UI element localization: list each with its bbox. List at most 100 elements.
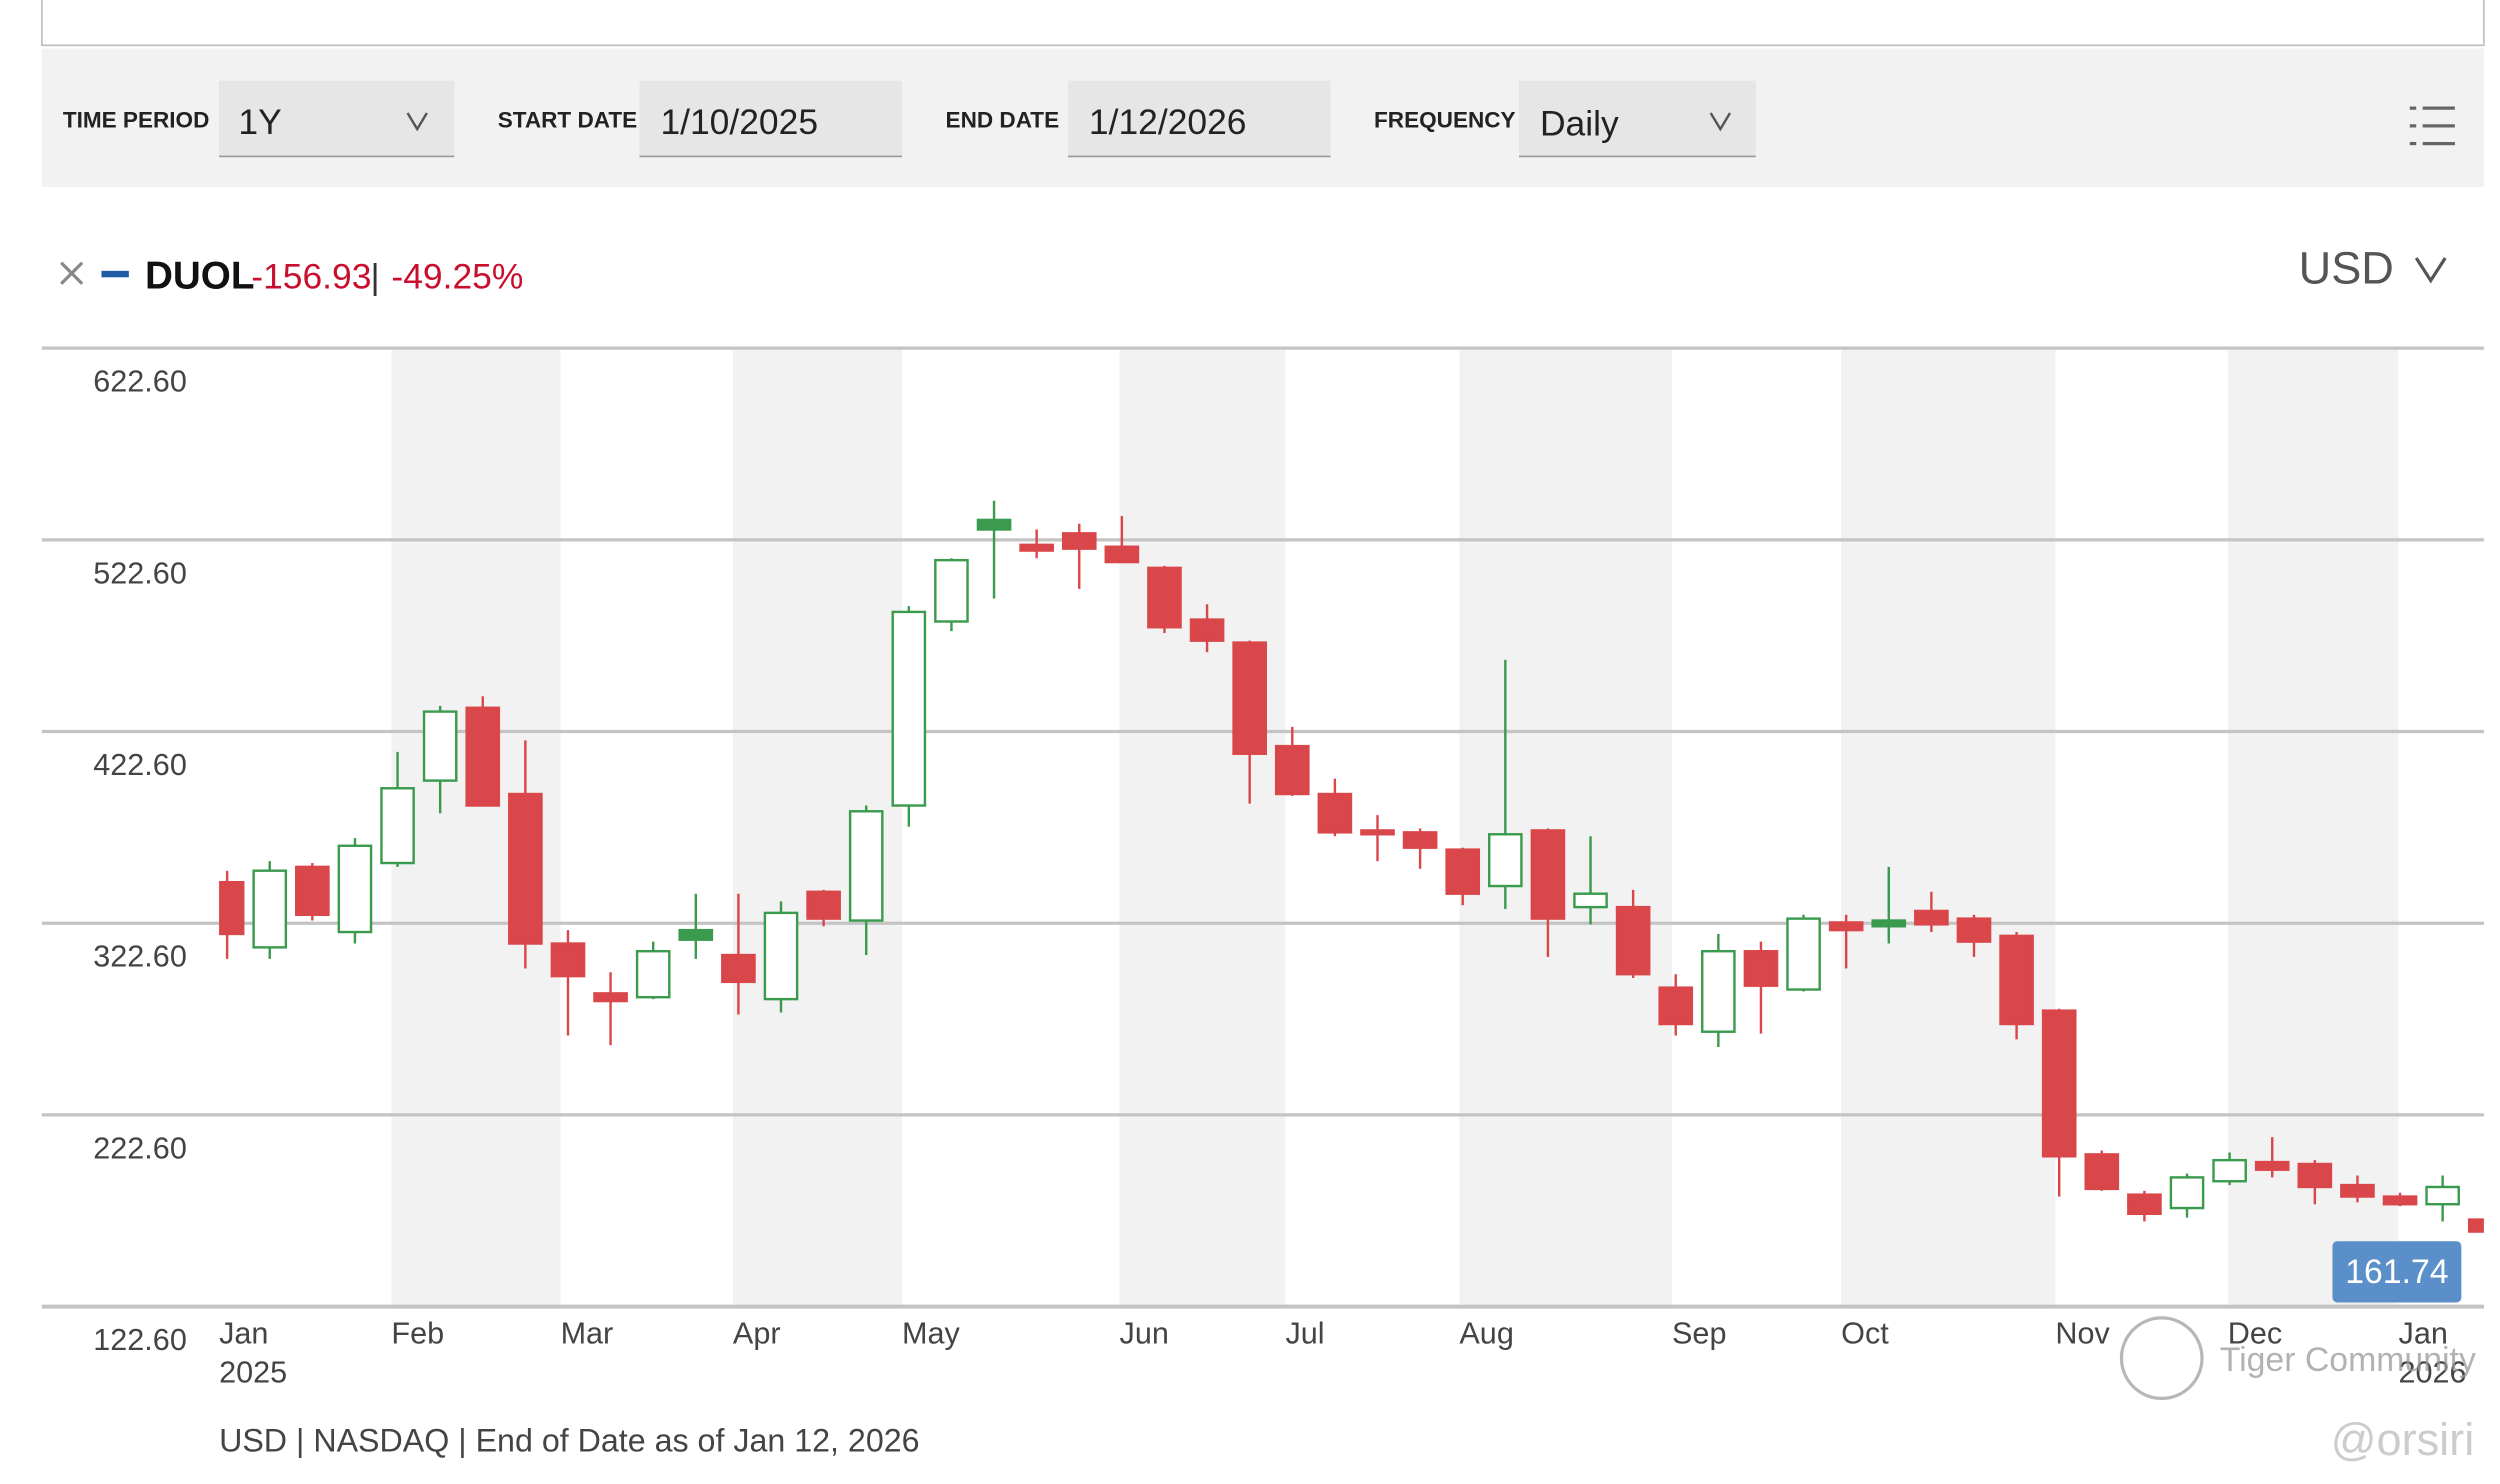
candle-body xyxy=(1999,934,2034,1026)
candle-body xyxy=(1232,641,1267,755)
end-date-label: END DATE xyxy=(946,107,1060,132)
candle-body xyxy=(252,869,288,949)
time-period-select[interactable] xyxy=(219,80,455,157)
x-tick-label: Jul xyxy=(1285,1317,1324,1351)
candle-body xyxy=(2212,1158,2247,1183)
candle-body xyxy=(2041,1009,2077,1158)
candle-body xyxy=(1956,917,1992,943)
start-date-label: START DATE xyxy=(498,107,637,132)
candle-body xyxy=(763,911,799,1001)
last-price-tag xyxy=(2332,1241,2462,1303)
x-year-label: 2025 xyxy=(219,1355,287,1389)
end-date-value: 1/12/2026 xyxy=(1089,102,1247,142)
candle-body xyxy=(2340,1183,2375,1198)
candle-body xyxy=(806,890,841,920)
y-tick-label: 422.60 xyxy=(93,748,187,782)
candle-body xyxy=(1828,921,1864,932)
last-price-label: 161.74 xyxy=(2345,1253,2448,1291)
close-icon[interactable] xyxy=(60,261,84,285)
change-pct: -49.25% xyxy=(391,257,523,297)
candle-body xyxy=(1402,831,1438,849)
candle-body xyxy=(848,810,884,922)
candle-body xyxy=(2254,1160,2290,1171)
candle-body xyxy=(1019,543,1054,552)
candle-body xyxy=(295,865,330,916)
month-bands xyxy=(391,348,2399,1307)
candle-body xyxy=(465,706,501,807)
y-tick-label: 522.60 xyxy=(93,556,187,590)
chevron xyxy=(406,112,428,132)
currency[interactable]: USD xyxy=(2299,243,2394,294)
footer: USD | NASDAQ | End of Date as of Jan 12,… xyxy=(219,1423,920,1459)
x-tick-label: Sep xyxy=(1672,1317,1726,1351)
candle-body xyxy=(422,710,458,782)
candle-body xyxy=(1743,949,1779,987)
candle-body xyxy=(635,949,671,999)
x-tick-label: Mar xyxy=(561,1317,614,1351)
candle-body xyxy=(2467,1218,2484,1233)
candle-body xyxy=(1701,949,1736,1033)
candle-body xyxy=(508,792,543,945)
top-frame xyxy=(41,0,2485,47)
end-date-input[interactable] xyxy=(1067,80,1331,157)
time-period-value: 1Y xyxy=(238,102,281,142)
candle-body xyxy=(1658,986,1694,1026)
month-band xyxy=(2227,348,2399,1307)
candle-body xyxy=(678,928,714,941)
axis-labels: 122.60 222.60 322.60 422.60 522.60 622.60 Jan 2… xyxy=(93,365,2466,1390)
candle-body xyxy=(1573,892,1608,909)
start-date-input[interactable] xyxy=(639,80,903,157)
candle-body xyxy=(891,610,927,807)
candle-body xyxy=(1871,919,1907,928)
menu-icon[interactable] xyxy=(2409,106,2455,146)
frequency-value: Daily xyxy=(1540,104,1619,144)
chevron xyxy=(2414,257,2447,284)
candle-body xyxy=(1445,848,1481,895)
candles xyxy=(219,500,2484,1233)
candle-body xyxy=(550,942,586,978)
candle-body xyxy=(1274,744,1310,796)
separator: | xyxy=(370,257,379,297)
x-tick-label: Jun xyxy=(1120,1317,1169,1351)
candle-body xyxy=(1786,917,1821,991)
x-tick-label: Nov xyxy=(2055,1317,2110,1351)
candle-body xyxy=(2127,1193,2162,1216)
candle-body xyxy=(2297,1162,2333,1189)
watermark-user: @orsiri xyxy=(2331,1414,2474,1465)
watermark-brand: Tiger Community xyxy=(2220,1341,2476,1379)
x-tick-label: Dec xyxy=(2228,1317,2282,1351)
start-date-value: 1/10/2025 xyxy=(660,102,818,142)
x-tick-label: Feb xyxy=(391,1317,444,1351)
candle-body xyxy=(934,558,969,623)
series-swatch xyxy=(101,270,129,278)
x-tick-label: Oct xyxy=(1841,1317,1889,1351)
candle-body xyxy=(976,518,1012,531)
watermark-logo xyxy=(2119,1316,2204,1401)
x-tick-label: Apr xyxy=(733,1317,781,1351)
grid xyxy=(41,346,2484,1309)
candle-body xyxy=(1317,792,1353,834)
ticker: DUOL xyxy=(145,255,254,298)
candle-body xyxy=(2382,1195,2418,1206)
x-tick-label: Jan xyxy=(219,1317,268,1351)
x-tick-label: May xyxy=(902,1317,960,1351)
y-tick-label: 122.60 xyxy=(93,1323,187,1357)
candle-body xyxy=(2425,1185,2460,1206)
x-year-label: 2026 xyxy=(2399,1355,2467,1389)
change: -156.93 xyxy=(251,257,371,297)
time-period-label: TIME PERIOD xyxy=(63,107,210,132)
x-tick-label: Jan xyxy=(2399,1317,2448,1351)
candle-body xyxy=(1360,829,1395,836)
candle-body xyxy=(219,880,245,936)
frequency-select[interactable] xyxy=(1519,80,1756,157)
candle-body xyxy=(337,844,373,934)
y-tick-label: 622.60 xyxy=(93,365,187,399)
candle-body xyxy=(593,992,628,1003)
candle-body xyxy=(1061,532,1097,550)
candle-body xyxy=(2169,1176,2205,1210)
candle-body xyxy=(1487,833,1523,888)
candle-body xyxy=(1147,566,1182,629)
month-band xyxy=(1841,348,2056,1307)
